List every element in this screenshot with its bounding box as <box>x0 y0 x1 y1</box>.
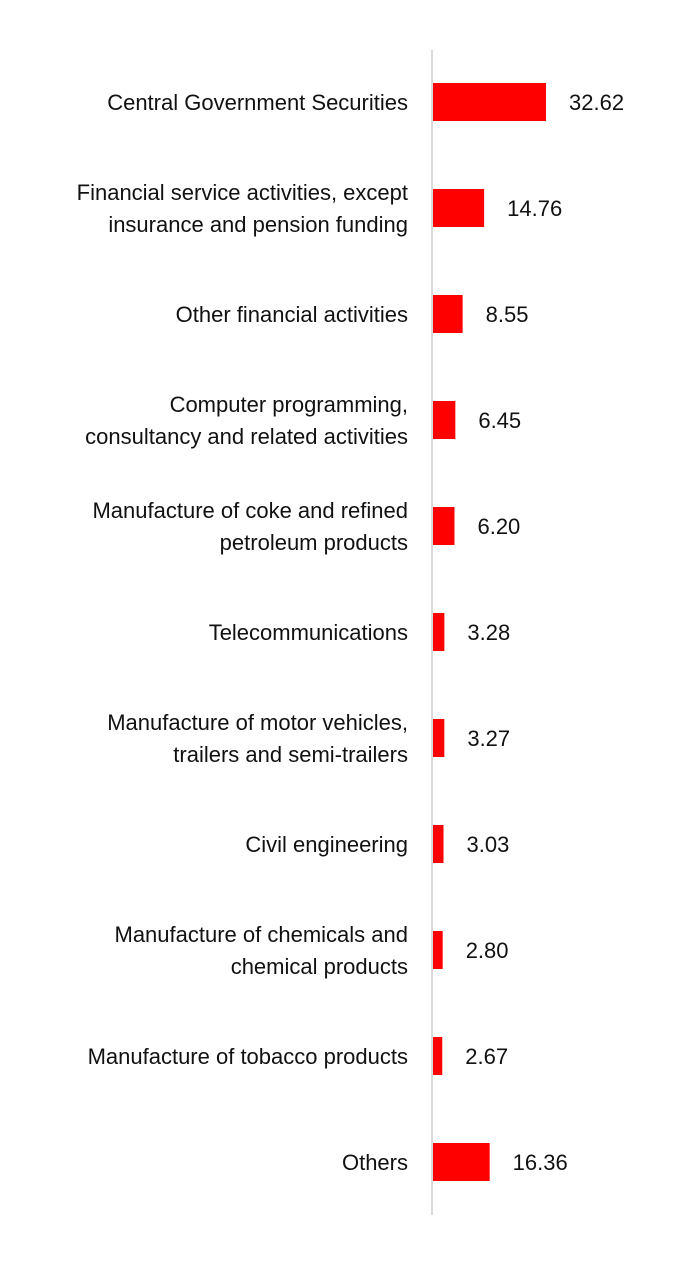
bar <box>433 719 445 757</box>
bar <box>433 295 463 333</box>
value-label: 6.20 <box>477 514 520 539</box>
value-label: 32.62 <box>569 90 624 115</box>
category-label: chemical products <box>231 954 408 979</box>
category-label: Computer programming, <box>170 392 408 417</box>
category-label: Manufacture of chemicals and <box>115 922 409 947</box>
bar <box>433 83 546 121</box>
category-label: Civil engineering <box>245 832 408 857</box>
bar <box>433 507 455 545</box>
value-labels-group: 32.62 14.76 8.55 6.45 6.20 3.28 3.27 3.03 2.80 2.… <box>465 90 624 1175</box>
bars-group <box>433 83 546 1181</box>
category-label: insurance and pension funding <box>108 212 408 237</box>
category-label: Central Government Securities <box>107 90 408 115</box>
category-label: Other financial activities <box>176 302 408 327</box>
category-label: Manufacture of tobacco products <box>88 1044 408 1069</box>
value-label: 3.28 <box>467 620 510 645</box>
value-label: 2.67 <box>465 1044 508 1069</box>
bar <box>433 931 443 969</box>
value-label: 6.45 <box>478 408 521 433</box>
category-label: trailers and semi-trailers <box>173 742 408 767</box>
value-label: 8.55 <box>486 302 529 327</box>
category-label: petroleum products <box>220 530 408 555</box>
bar <box>433 1037 443 1075</box>
category-labels-group: Central Government Securities Financial s… <box>77 90 408 1175</box>
category-label: consultancy and related activities <box>85 424 408 449</box>
value-label: 3.03 <box>467 832 510 857</box>
category-label: Others <box>342 1150 408 1175</box>
category-label: Financial service activities, except <box>77 180 408 205</box>
bar <box>433 189 485 227</box>
bar <box>433 401 456 439</box>
value-label: 2.80 <box>466 938 509 963</box>
value-label: 14.76 <box>507 196 562 221</box>
bar <box>433 825 444 863</box>
category-label: Manufacture of coke and refined <box>92 498 408 523</box>
category-label: Telecommunications <box>209 620 408 645</box>
value-label: 16.36 <box>513 1150 568 1175</box>
value-label: 3.27 <box>467 726 510 751</box>
category-label: Manufacture of motor vehicles, <box>107 710 408 735</box>
bar <box>433 1143 490 1181</box>
bar <box>433 613 445 651</box>
